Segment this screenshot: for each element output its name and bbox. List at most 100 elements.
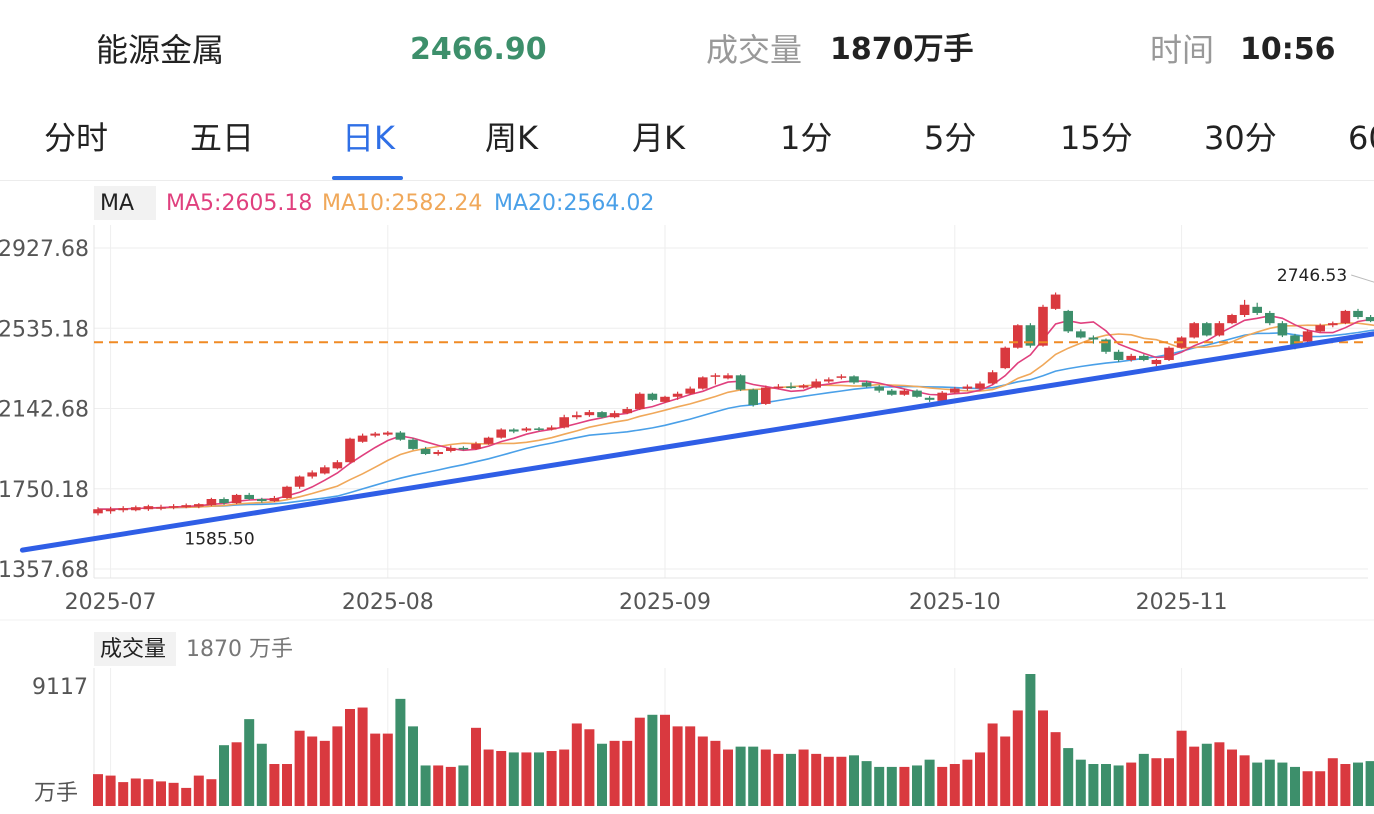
candle-down bbox=[1365, 317, 1374, 322]
volume-bar bbox=[319, 740, 330, 806]
candle-up bbox=[433, 451, 443, 455]
volume-bar bbox=[798, 749, 809, 806]
last-price: 2466.90 bbox=[410, 32, 547, 67]
candle-up bbox=[446, 447, 456, 451]
candle-up bbox=[1227, 314, 1237, 324]
candle-down bbox=[257, 499, 267, 502]
candle-up bbox=[672, 393, 683, 397]
candle-down bbox=[244, 494, 254, 500]
candle-up bbox=[383, 432, 393, 435]
volume-max-label: 9117 bbox=[32, 675, 88, 700]
candle-up bbox=[773, 386, 784, 389]
candle-up bbox=[798, 385, 809, 388]
volume-bar bbox=[496, 750, 507, 806]
volume-bar bbox=[1025, 674, 1036, 806]
candle-up bbox=[836, 376, 847, 378]
volume-unit-label: 万手 bbox=[34, 781, 78, 806]
candle-up bbox=[521, 428, 532, 431]
volume-bar bbox=[760, 749, 771, 806]
ma20-legend: MA20:2564.02 bbox=[494, 191, 655, 216]
volume-bar bbox=[924, 759, 935, 806]
volume-bar bbox=[836, 756, 847, 806]
candle-up bbox=[811, 381, 821, 388]
candle-up bbox=[1164, 347, 1174, 360]
candle-down bbox=[1353, 310, 1363, 318]
volume-bar bbox=[1126, 762, 1137, 806]
volume-bar bbox=[559, 749, 570, 806]
tab-60min[interactable]: 60 bbox=[1348, 119, 1374, 157]
volume-bar bbox=[143, 779, 154, 806]
candle-up bbox=[987, 372, 998, 384]
candle-up bbox=[307, 472, 317, 477]
volume-bar bbox=[962, 759, 973, 806]
volume-bar bbox=[433, 765, 444, 806]
volume-tag-bg bbox=[94, 632, 176, 666]
volume-bar bbox=[1264, 759, 1275, 806]
volume-bar bbox=[1201, 743, 1212, 806]
volume-bar bbox=[1000, 736, 1011, 806]
candle-up bbox=[105, 509, 116, 512]
volume-bar bbox=[1302, 771, 1313, 806]
volume-bar bbox=[1327, 758, 1338, 806]
volume-bar bbox=[546, 750, 557, 806]
tab-five-day[interactable]: 五日 bbox=[190, 119, 255, 157]
candle-up bbox=[357, 435, 368, 442]
candle-down bbox=[861, 382, 872, 387]
candle-up bbox=[584, 412, 595, 416]
trend-line bbox=[19, 331, 1374, 553]
ma-tag[interactable]: MA bbox=[100, 191, 135, 216]
volume-bar bbox=[408, 726, 418, 806]
period-tabs: 分时 五日 日K 周K 月K 1分 5分 15分 30分 60 bbox=[0, 100, 1374, 181]
volume-bar bbox=[723, 749, 733, 806]
tab-5min[interactable]: 5分 bbox=[924, 119, 977, 157]
candle-down bbox=[1139, 355, 1149, 360]
volume-bar bbox=[231, 742, 242, 806]
candle-down bbox=[420, 448, 431, 455]
candle-up bbox=[294, 476, 305, 487]
candle-up bbox=[131, 507, 141, 511]
tab-intraday[interactable]: 分时 bbox=[44, 119, 109, 157]
y-tick-label: 2927.68 bbox=[0, 237, 89, 262]
candle-up bbox=[1214, 323, 1225, 336]
candle-up bbox=[723, 375, 733, 379]
candle-down bbox=[924, 397, 935, 400]
volume-bar bbox=[685, 726, 696, 806]
candle-up bbox=[761, 387, 771, 404]
volume-bar bbox=[647, 714, 658, 806]
tab-daily-k[interactable]: 日K bbox=[342, 119, 395, 157]
candle-up bbox=[332, 462, 343, 469]
tab-weekly-k[interactable]: 周K bbox=[485, 119, 538, 157]
candle-down bbox=[1025, 325, 1036, 346]
candle-up bbox=[1126, 355, 1136, 360]
candle-up bbox=[1340, 310, 1351, 324]
candle-up bbox=[1189, 323, 1199, 338]
quote-header: 能源金属 2466.90 成交量 1870万手 时间 10:56 bbox=[0, 0, 1374, 100]
candle-up bbox=[635, 393, 645, 410]
active-tab-indicator bbox=[332, 176, 403, 180]
candle-up bbox=[168, 506, 179, 508]
volume-bar bbox=[483, 749, 494, 806]
candle-down bbox=[1076, 331, 1086, 338]
volume-bar bbox=[93, 774, 103, 806]
volume-bar bbox=[949, 764, 960, 806]
candle-up bbox=[622, 409, 632, 414]
candle-up bbox=[572, 415, 582, 418]
volume-bar bbox=[874, 766, 885, 806]
chart-grid: 2927.68 2535.18 2142.68 1750.18 1357.68 2025-… bbox=[0, 225, 1374, 806]
candle-down bbox=[1265, 312, 1275, 324]
volume-bar bbox=[294, 730, 305, 806]
tab-15min[interactable]: 15分 bbox=[1060, 119, 1133, 157]
volume-bar bbox=[382, 733, 393, 806]
tab-30min[interactable]: 30分 bbox=[1204, 119, 1277, 157]
candle-down bbox=[912, 390, 922, 397]
y-tick-label: 1750.18 bbox=[0, 478, 89, 503]
tab-monthly-k[interactable]: 月K bbox=[632, 119, 685, 157]
candle-down bbox=[748, 389, 758, 405]
volume-tag[interactable]: 成交量 bbox=[100, 637, 167, 662]
tab-1min[interactable]: 1分 bbox=[780, 119, 833, 157]
x-tick-label: 2025-08 bbox=[342, 590, 434, 615]
volume-bar bbox=[735, 746, 746, 806]
volume-bar bbox=[1252, 762, 1263, 806]
x-tick-label: 2025-11 bbox=[1136, 590, 1228, 615]
